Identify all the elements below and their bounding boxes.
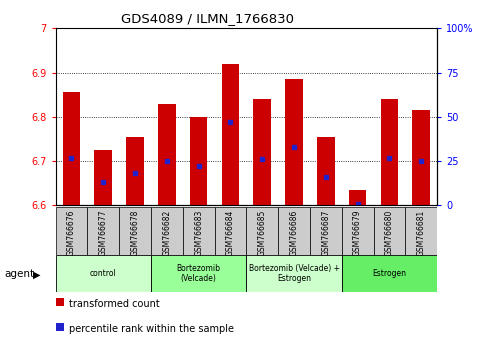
Text: control: control — [90, 269, 116, 278]
Bar — [183, 207, 214, 255]
Bar — [56, 207, 87, 255]
Bar — [373, 207, 405, 255]
Text: agent: agent — [5, 269, 35, 279]
Text: GDS4089 / ILMN_1766830: GDS4089 / ILMN_1766830 — [121, 12, 294, 25]
Bar — [63, 92, 80, 205]
Text: transformed count: transformed count — [69, 299, 160, 309]
Bar — [222, 64, 239, 205]
Bar — [214, 207, 246, 255]
Text: GSM766680: GSM766680 — [385, 210, 394, 256]
Text: GSM766683: GSM766683 — [194, 210, 203, 256]
Bar — [151, 255, 246, 292]
Text: Estrogen: Estrogen — [372, 269, 406, 278]
Bar — [349, 190, 367, 205]
Text: GSM766678: GSM766678 — [130, 210, 140, 256]
Text: GSM766679: GSM766679 — [353, 210, 362, 256]
Text: ▶: ▶ — [33, 269, 41, 279]
Bar — [126, 137, 144, 205]
Text: GSM766681: GSM766681 — [417, 210, 426, 256]
Text: GSM766677: GSM766677 — [99, 210, 108, 256]
Bar — [254, 99, 271, 205]
Text: GSM766682: GSM766682 — [162, 210, 171, 256]
Bar — [405, 207, 437, 255]
Bar — [95, 150, 112, 205]
Bar — [246, 207, 278, 255]
Text: Bortezomib
(Velcade): Bortezomib (Velcade) — [177, 264, 221, 283]
Bar — [158, 104, 176, 205]
Text: GSM766685: GSM766685 — [258, 210, 267, 256]
Bar — [56, 255, 151, 292]
Bar — [285, 79, 303, 205]
Bar — [151, 207, 183, 255]
Bar — [119, 207, 151, 255]
Bar — [246, 255, 342, 292]
Bar — [310, 207, 342, 255]
Bar — [342, 207, 373, 255]
Bar — [342, 255, 437, 292]
Text: GSM766676: GSM766676 — [67, 210, 76, 256]
Text: GSM766684: GSM766684 — [226, 210, 235, 256]
Bar — [317, 137, 335, 205]
Bar — [87, 207, 119, 255]
Text: GSM766686: GSM766686 — [289, 210, 298, 256]
Text: Bortezomib (Velcade) +
Estrogen: Bortezomib (Velcade) + Estrogen — [249, 264, 340, 283]
Bar — [278, 207, 310, 255]
Bar — [412, 110, 430, 205]
Bar — [190, 117, 207, 205]
Text: GSM766687: GSM766687 — [321, 210, 330, 256]
Text: percentile rank within the sample: percentile rank within the sample — [69, 324, 234, 333]
Bar — [381, 99, 398, 205]
